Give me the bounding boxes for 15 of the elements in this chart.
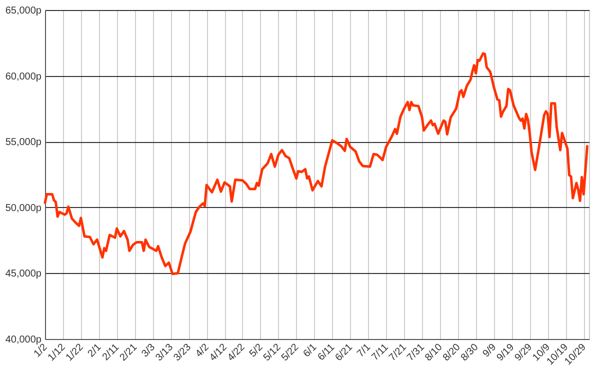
y-tick-label: 40,000p (5, 334, 42, 346)
x-tick-label: 7/1 (355, 342, 374, 360)
x-tick-label: 6/21 (333, 342, 356, 364)
x-tick-label: 2/21 (118, 342, 140, 364)
y-tick-label: 65,000p (5, 6, 42, 16)
y-tick-label: 50,000p (5, 202, 42, 214)
y-tick-label: 60,000p (5, 71, 42, 82)
x-tick-label: 6/1 (301, 342, 320, 360)
line-series (44, 52, 588, 276)
y-tick-label: 55,000p (5, 137, 42, 148)
x-tick-label: 8/30 (459, 342, 481, 364)
x-tick-label: 3/23 (172, 342, 194, 364)
y-tick-label: 45,000p (5, 268, 42, 280)
x-tick-label: 2/1 (86, 342, 104, 360)
x-tick-label: 5/22 (280, 342, 302, 364)
